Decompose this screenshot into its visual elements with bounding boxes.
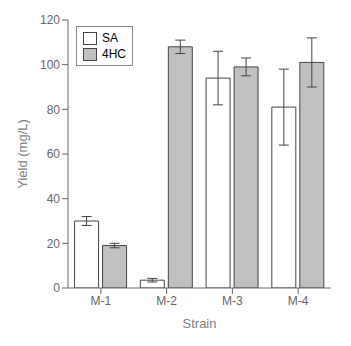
html-text:4HC: 4HC (102, 47, 126, 61)
svg-text:40: 40 (47, 192, 61, 206)
svg-text:0: 0 (53, 281, 60, 295)
svg-text:100: 100 (40, 58, 60, 72)
svg-text:80: 80 (47, 103, 61, 117)
svg-text:M-4: M-4 (288, 294, 309, 308)
html-text:SA: SA (102, 31, 118, 45)
svg-text:Strain: Strain (183, 316, 217, 331)
svg-text:M-3: M-3 (222, 294, 243, 308)
svg-text:M-1: M-1 (91, 294, 112, 308)
svg-text:M-2: M-2 (156, 294, 177, 308)
svg-text:20: 20 (47, 237, 61, 251)
svg-text:60: 60 (47, 147, 61, 161)
svg-text:Yield (mg/L): Yield (mg/L) (15, 119, 30, 189)
svg-text:120: 120 (40, 13, 60, 27)
